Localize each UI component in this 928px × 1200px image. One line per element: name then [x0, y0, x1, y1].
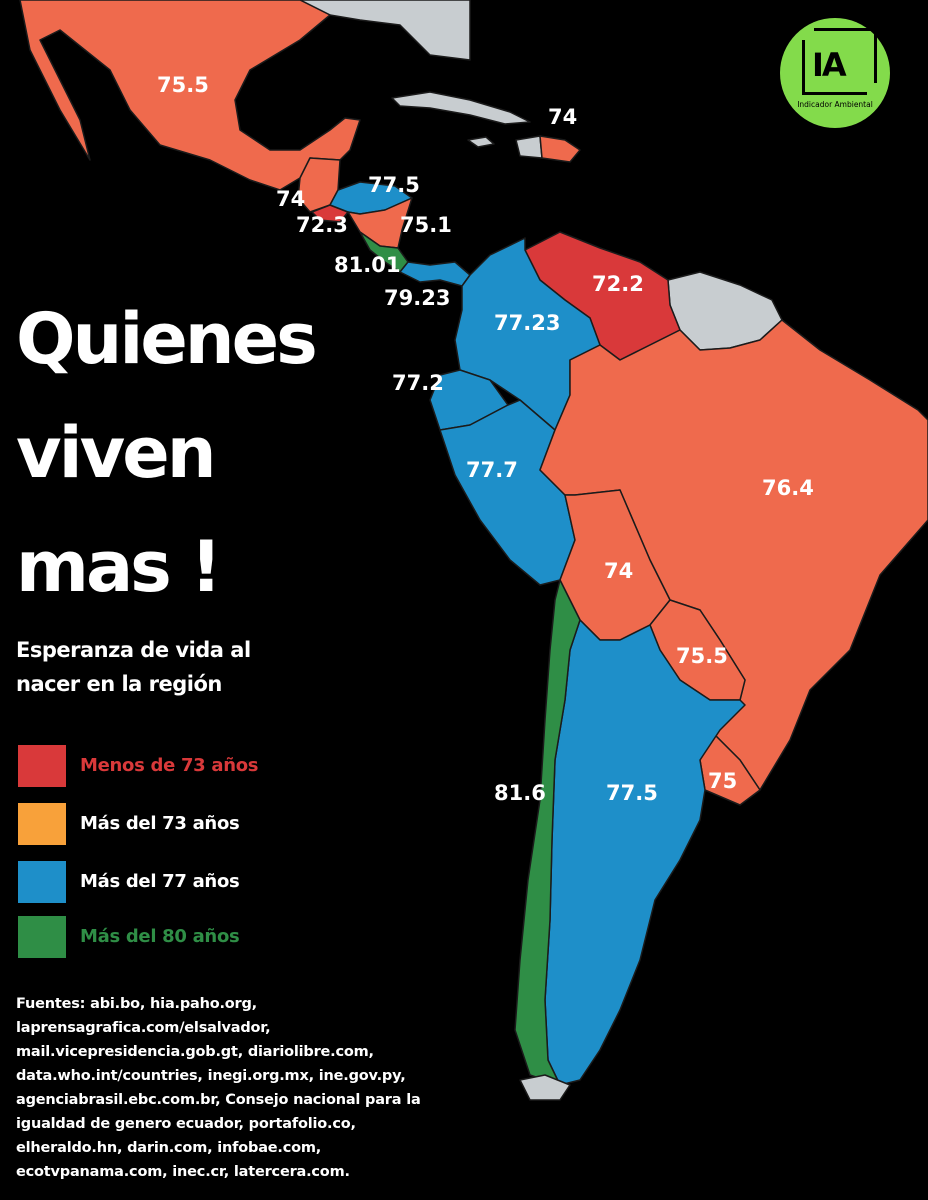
logo-frame-top-right: [814, 28, 877, 83]
value-label-paraguay: 75.5: [676, 644, 728, 668]
page-title: Quienes viven mas !: [16, 282, 318, 624]
country-panama: [399, 261, 471, 287]
value-label-argentina: 77.5: [606, 781, 658, 805]
legend-item-over-77: Más del 77 años: [18, 861, 348, 903]
haiti-land: [515, 135, 543, 159]
title-line-2: viven: [16, 412, 217, 494]
subtitle-line-1: Esperanza de vida al: [16, 638, 251, 662]
title-line-1: Quienes: [16, 298, 318, 380]
value-label-uruguay: 75: [708, 769, 737, 793]
legend-label: Menos de 73 años: [80, 755, 259, 776]
cuba-land: [391, 91, 531, 125]
sources-line: agenciabrasil.ebc.com.br, Consejo nacion…: [16, 1092, 421, 1108]
sources-line: ecotvpanama.com, inec.cr, latercera.com.: [16, 1164, 350, 1180]
legend-swatch: [18, 803, 66, 845]
value-label-nicaragua: 75.1: [400, 213, 452, 237]
sources-line: Fuentes: abi.bo, hia.paho.org,: [16, 996, 257, 1012]
value-labels: 75.5 74 74 77.5 72.3 75.181.01 79.23 72.2 77.23 7…: [157, 73, 814, 805]
value-label-mexico: 75.5: [157, 73, 209, 97]
legend-item-over-73: Más del 73 años: [18, 803, 348, 845]
indicador-ambiental-logo: IA Indicador Ambiental: [780, 18, 890, 128]
value-label-bolivia: 74: [604, 559, 633, 583]
legend-label: Más del 80 años: [80, 926, 240, 947]
value-label-brasil: 76.4: [762, 476, 814, 500]
logo-text: Indicador Ambiental: [797, 100, 873, 109]
legend-swatch: [18, 861, 66, 903]
tierra-del-fuego-land: [519, 1074, 571, 1101]
value-label-costa-rica: 81.01: [334, 253, 400, 277]
sources-line: laprensagrafica.com/elsalvador,: [16, 1020, 271, 1036]
value-label-panama: 79.23: [384, 286, 450, 310]
value-label-chile: 81.6: [494, 781, 546, 805]
title-line-3: mas !: [16, 526, 222, 608]
logo-mark: IA: [812, 46, 847, 84]
logo-frame-bottom-left: [802, 40, 867, 95]
usa-land: [299, 0, 471, 61]
value-label-venezuela: 72.2: [592, 272, 644, 296]
legend-swatch: [18, 745, 66, 787]
sources-line: elheraldo.hn, darin.com, infobae.com,: [16, 1140, 322, 1156]
value-label-honduras: 77.5: [368, 173, 420, 197]
value-label-peru: 77.7: [466, 458, 518, 482]
sources: Fuentes: abi.bo, hia.paho.org, laprensag…: [16, 992, 446, 1184]
sources-line: data.who.int/countries, inegi.org.mx, in…: [16, 1068, 406, 1084]
legend-item-over-80: Más del 80 años: [18, 916, 348, 958]
legend-label: Más del 77 años: [80, 871, 240, 892]
country-dominican-republic: [539, 135, 581, 163]
subtitle-line-2: nacer en la región: [16, 672, 222, 696]
sources-line: mail.vicepresidencia.gob.gt, diariolibre…: [16, 1044, 374, 1060]
value-label-guatemala: 74: [276, 187, 305, 211]
value-label-colombia: 77.23: [494, 311, 560, 335]
value-label-republica-dominicana: 74: [548, 105, 577, 129]
legend-swatch: [18, 916, 66, 958]
value-label-ecuador: 77.2: [392, 371, 444, 395]
legend-label: Más del 73 años: [80, 813, 240, 834]
subtitle: Esperanza de vida al nacer en la región: [16, 633, 251, 701]
legend-item-under-73: Menos de 73 años: [18, 745, 348, 787]
value-label-el-salvador: 72.3: [296, 213, 348, 237]
sources-line: igualdad de genero ecuador, portafolio.c…: [16, 1116, 356, 1132]
jamaica-land: [467, 136, 495, 148]
